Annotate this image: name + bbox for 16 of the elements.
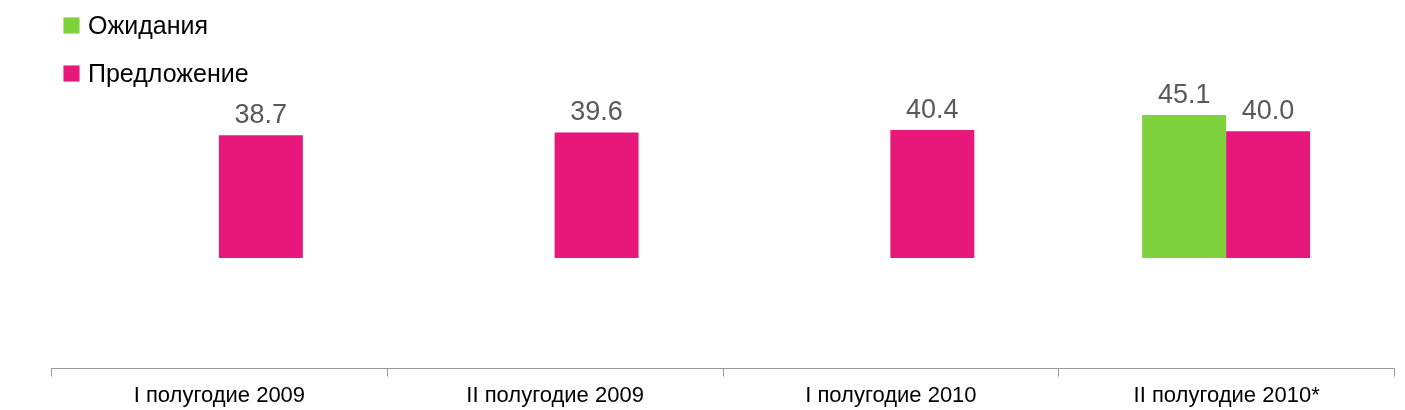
x-tick-label: II полугодие 2010* [1133,381,1321,407]
bar [554,132,639,258]
data-label: 40.0 [1241,95,1295,126]
data-label: 39.6 [570,96,623,127]
x-tick-label: I полугодие 2009 [133,381,306,407]
bar [1142,115,1227,258]
bar [890,129,975,258]
data-label: 40.4 [906,93,959,124]
bar [1226,131,1311,258]
data-label: 38.7 [234,99,288,130]
x-tick-label: I полугодие 2010 [805,381,977,407]
bar [218,135,303,258]
data-label: 45.1 [1157,79,1211,109]
legend-label: Предложение [88,58,249,87]
legend-label: Ожидания [88,10,208,39]
x-tick-label: II полугодие 2009 [466,381,644,407]
